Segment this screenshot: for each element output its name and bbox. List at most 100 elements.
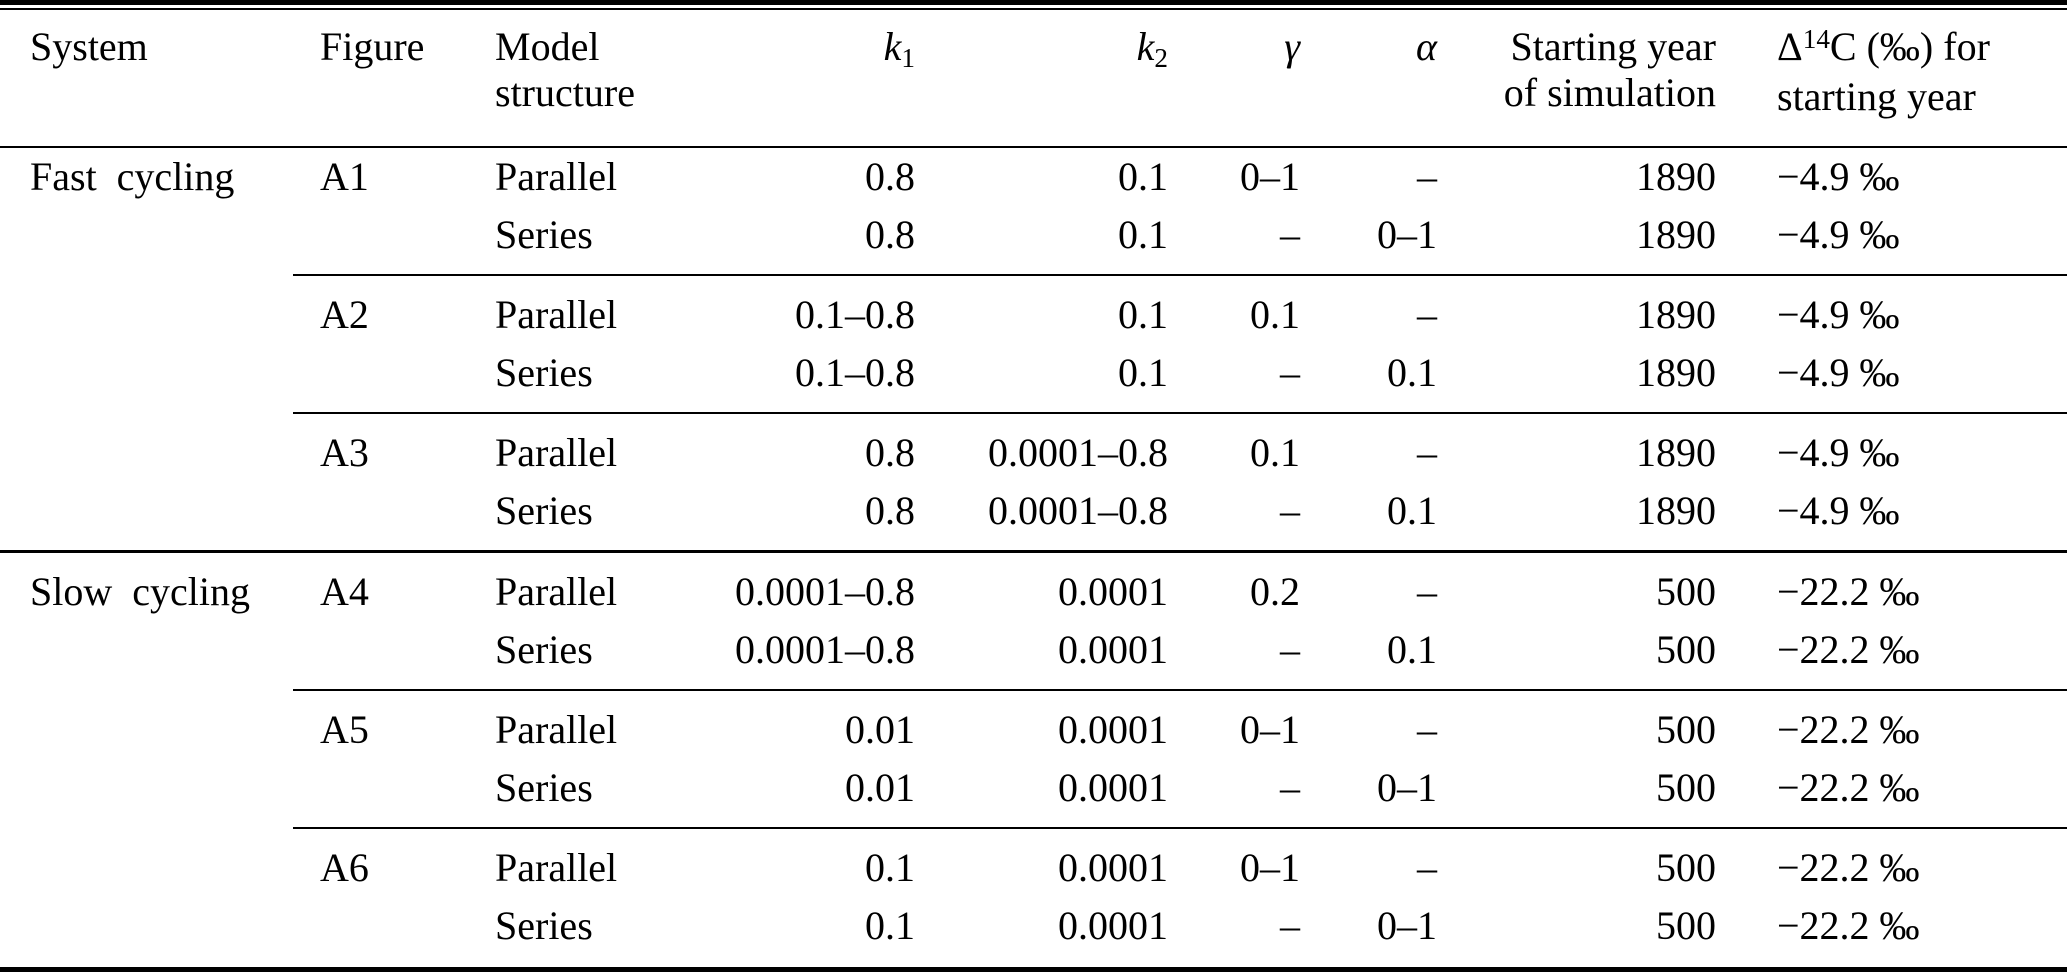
cell-gamma: 0–1 — [1240, 707, 1300, 752]
header-line: Δ14C (‰) for — [1777, 24, 2066, 74]
cell-figure — [293, 897, 460, 955]
cell-k2: 0.0001 — [1058, 707, 1168, 752]
cell-gamma: – — [1170, 482, 1302, 553]
cell-k2: 0.1 — [1118, 292, 1168, 337]
cell-starting-year: 500 — [1439, 621, 1718, 691]
cell-delta14c: −22.2 ‰ — [1777, 845, 1920, 890]
cell-gamma: 0.1 — [1250, 292, 1300, 337]
cell-figure — [293, 482, 460, 553]
cell-system — [0, 206, 293, 275]
cell-delta14c: −4.9 ‰ — [1777, 292, 1900, 337]
table-row: A6 Parallel 0.1 0.0001 0–1 – 500 −22.2 ‰ — [0, 828, 2067, 897]
cell-alpha: 0.1 — [1302, 482, 1439, 553]
cell-alpha: – — [1417, 292, 1437, 337]
col-header-gamma: γ — [1170, 10, 1302, 148]
delta14-superscript: 14 — [1802, 23, 1830, 54]
cell-system — [0, 621, 293, 690]
cell-delta14c: −22.2 ‰ — [1777, 569, 1920, 614]
cell-system — [0, 482, 293, 553]
cell-k2: 0.1 — [917, 344, 1170, 414]
cell-figure — [293, 344, 460, 414]
header-line: Starting year — [1510, 24, 1717, 69]
cell-starting-year: 1890 — [1439, 206, 1718, 276]
cell-gamma: 0.1 — [1250, 430, 1300, 475]
cell-model-structure: Parallel — [495, 292, 618, 337]
cell-starting-year: 500 — [1656, 845, 1716, 890]
cell-alpha: 0.1 — [1302, 344, 1439, 414]
cell-k1: 0.8 — [865, 154, 915, 199]
col-header-figure: Figure — [293, 10, 460, 148]
header-line: Model — [495, 24, 600, 69]
cell-starting-year: 1890 — [1636, 154, 1716, 199]
cell-k2: 0.1 — [917, 206, 1170, 276]
cell-k1: 0.8 — [865, 430, 915, 475]
k1-symbol: k — [883, 24, 902, 69]
cell-system — [0, 759, 293, 828]
delta14c-unit-text: C (‰) for — [1829, 24, 1990, 69]
cell-gamma: 0–1 — [1240, 154, 1300, 199]
cell-k1: 0.1 — [865, 903, 915, 948]
table-bottom-rule — [0, 967, 2067, 972]
cell-model-structure: Parallel — [495, 569, 618, 614]
cell-alpha: – — [1417, 569, 1437, 614]
cell-starting-year: 1890 — [1636, 430, 1716, 475]
table-row: Series 0.01 0.0001 – 0–1 500 −22.2 ‰ — [0, 759, 2067, 829]
cell-k1: 0.0001–0.8 — [645, 621, 917, 691]
cell-gamma: 0.2 — [1250, 569, 1300, 614]
cell-k1: 0.1–0.8 — [795, 292, 915, 337]
header-line: structure — [495, 70, 635, 115]
col-header-system: System — [0, 10, 293, 148]
table-row: Series 0.1–0.8 0.1 – 0.1 1890 −4.9 ‰ — [0, 344, 2067, 414]
table-body: Fast cycling A1 Parallel 0.8 0.1 0–1 – 1… — [0, 147, 2067, 955]
cell-k1: 0.0001–0.8 — [735, 569, 915, 614]
cell-gamma: – — [1170, 621, 1302, 691]
cell-figure: A4 — [320, 569, 369, 614]
cell-starting-year: 500 — [1439, 759, 1718, 829]
cell-alpha: – — [1417, 707, 1437, 752]
cell-k1: 0.8 — [645, 206, 917, 276]
table-row: Series 0.8 0.1 – 0–1 1890 −4.9 ‰ — [0, 206, 2067, 276]
cell-model-structure: Series — [460, 621, 645, 691]
cell-starting-year: 1890 — [1439, 482, 1718, 553]
col-header-alpha: α — [1302, 10, 1439, 148]
cell-figure: A1 — [320, 154, 369, 199]
col-header-delta14c: Δ14C (‰) for starting year — [1718, 10, 2067, 148]
cell-delta14c: −4.9 ‰ — [1718, 344, 2067, 414]
cell-delta14c: −22.2 ‰ — [1777, 707, 1920, 752]
cell-gamma: – — [1170, 206, 1302, 276]
k1-subscript: 1 — [901, 42, 915, 73]
cell-k1: 0.01 — [845, 707, 915, 752]
cell-starting-year: 500 — [1656, 569, 1716, 614]
cell-gamma: – — [1280, 903, 1300, 948]
table-row: Fast cycling A1 Parallel 0.8 0.1 0–1 – 1… — [0, 147, 2067, 206]
cell-k2: 0.0001–0.8 — [988, 430, 1168, 475]
header-line: of simulation — [1503, 70, 1716, 115]
table-row: Series 0.8 0.0001–0.8 – 0.1 1890 −4.9 ‰ — [0, 482, 2067, 553]
k2-subscript: 2 — [1154, 42, 1168, 73]
cell-model-structure: Series — [460, 206, 645, 276]
cell-delta14c: −4.9 ‰ — [1718, 482, 2067, 553]
col-header-starting-year: Starting year of simulation — [1439, 10, 1718, 148]
cell-figure: A3 — [320, 430, 369, 475]
cell-starting-year: 500 — [1656, 903, 1716, 948]
cell-gamma: – — [1170, 759, 1302, 829]
table-row: Slow cycling A4 Parallel 0.0001–0.8 0.00… — [0, 552, 2067, 622]
cell-alpha: 0–1 — [1302, 206, 1439, 276]
table-row: A3 Parallel 0.8 0.0001–0.8 0.1 – 1890 −4… — [0, 413, 2067, 482]
cell-model-structure: Series — [460, 482, 645, 553]
table-row: A2 Parallel 0.1–0.8 0.1 0.1 – 1890 −4.9 … — [0, 275, 2067, 344]
cell-k2: 0.0001 — [1058, 569, 1168, 614]
delta-symbol: Δ — [1777, 24, 1803, 69]
cell-k2: 0.0001 — [1058, 903, 1168, 948]
cell-delta14c: −4.9 ‰ — [1777, 154, 1900, 199]
cell-k1: 0.1–0.8 — [645, 344, 917, 414]
cell-figure — [293, 621, 460, 691]
cell-system — [0, 828, 293, 897]
cell-delta14c: −22.2 ‰ — [1777, 903, 1920, 948]
table-row: Series 0.1 0.0001 – 0–1 500 −22.2 ‰ — [0, 897, 2067, 955]
header-line: starting year — [1777, 74, 1976, 119]
cell-gamma: 0–1 — [1240, 845, 1300, 890]
cell-alpha: – — [1417, 845, 1437, 890]
cell-k2: 0.1 — [1118, 154, 1168, 199]
cell-alpha: 0–1 — [1302, 759, 1439, 829]
